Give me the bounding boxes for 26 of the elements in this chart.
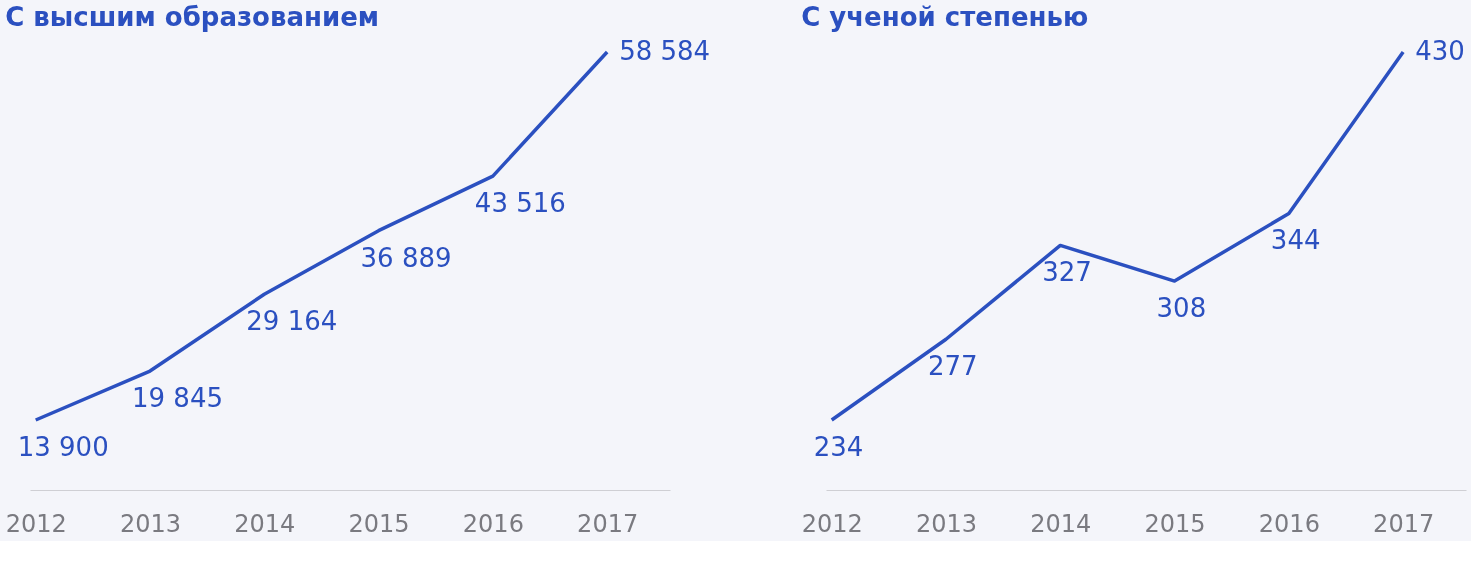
data-label: 58 584 — [619, 36, 711, 66]
x-tick-label: 2014 — [234, 509, 296, 538]
data-label: 19 845 — [132, 383, 223, 414]
x-tick-label: 2013 — [119, 509, 182, 538]
data-label: 234 — [813, 432, 864, 462]
x-tick-label: 2012 — [801, 509, 863, 538]
x-tick-label: 2017 — [1373, 509, 1435, 538]
data-label: 344 — [1270, 225, 1321, 256]
x-tick-label: 2015 — [1144, 509, 1206, 538]
x-tick-label: 2017 — [577, 509, 639, 538]
x-tick-label: 2013 — [915, 509, 978, 538]
x-tick-label: 2012 — [5, 509, 67, 538]
data-label: 36 889 — [360, 242, 452, 273]
x-tick-label: 2016 — [462, 509, 524, 538]
chart-title: С высшим образованием — [5, 2, 380, 32]
chart-title: С ученой степенью — [801, 2, 1089, 32]
data-label: 277 — [928, 351, 978, 382]
x-tick-label: 2016 — [1258, 509, 1320, 538]
data-label: 308 — [1156, 293, 1207, 324]
data-label: 43 516 — [474, 188, 566, 219]
x-tick-label: 2015 — [348, 509, 410, 538]
data-label: 327 — [1042, 257, 1092, 288]
x-tick-label: 2014 — [1030, 509, 1092, 538]
data-label: 29 164 — [246, 306, 338, 337]
data-label: 430 — [1415, 36, 1465, 66]
data-label: 13 900 — [17, 432, 109, 462]
